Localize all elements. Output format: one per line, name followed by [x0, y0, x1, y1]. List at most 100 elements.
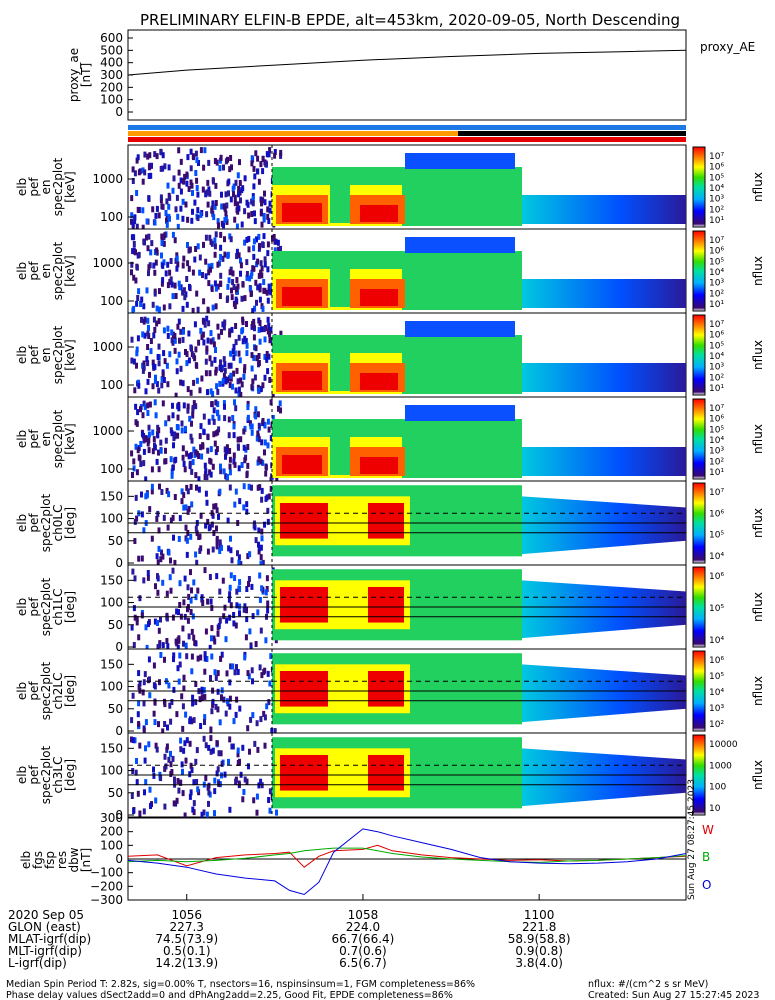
noise-pixel	[137, 683, 141, 690]
flux-peak	[282, 455, 322, 474]
noise-pixel	[156, 620, 159, 626]
footer-line1-right: nflux: #/(cm^2 s sr MeV)	[588, 979, 708, 990]
colorbar-tick-label: 10⁴	[709, 636, 724, 646]
noise-pixel	[181, 768, 184, 775]
noise-pixel	[188, 460, 192, 467]
noise-pixel	[250, 160, 254, 167]
noise-pixel	[194, 403, 198, 410]
spec-ylabel-line: en	[39, 348, 53, 363]
field-ylabel-line: fsp	[43, 851, 57, 869]
noise-pixel	[237, 334, 241, 341]
noise-pixel	[181, 262, 185, 269]
colorbar-tick-label: 10⁶	[709, 163, 724, 173]
noise-pixel	[188, 246, 192, 253]
noise-pixel	[157, 387, 161, 394]
noise-pixel	[238, 705, 242, 712]
noise-pixel	[264, 470, 268, 477]
flux-gap	[330, 264, 350, 307]
noise-pixel	[217, 333, 221, 340]
noise-pixel	[233, 399, 236, 406]
noise-pixel	[188, 283, 191, 290]
noise-pixel	[248, 628, 252, 635]
orbit-row-value: 0.7(0.6)	[339, 944, 387, 958]
noise-pixel	[237, 252, 241, 259]
noise-pixel	[211, 414, 215, 421]
noise-pixel	[256, 459, 260, 466]
noise-pixel	[157, 627, 161, 634]
noise-pixel	[190, 628, 194, 635]
noise-pixel	[212, 214, 216, 221]
noise-pixel	[238, 180, 242, 186]
noise-pixel	[182, 599, 186, 606]
noise-pixel	[245, 236, 249, 243]
noise-pixel	[266, 600, 270, 607]
spec-ytick-label: 50	[108, 702, 123, 716]
noise-pixel	[199, 327, 203, 334]
noise-pixel	[213, 669, 217, 676]
colorbar-tick-label: 10¹	[709, 300, 724, 310]
noise-pixel	[236, 760, 240, 766]
noise-pixel	[195, 779, 199, 785]
noise-pixel	[150, 483, 154, 490]
noise-pixel	[173, 347, 177, 354]
noise-pixel	[225, 617, 229, 624]
noise-pixel	[237, 391, 241, 398]
noise-pixel	[169, 761, 173, 768]
noise-pixel	[228, 614, 232, 621]
noise-pixel	[143, 151, 147, 158]
noise-pixel	[259, 210, 263, 217]
noise-pixel	[186, 488, 190, 495]
noise-pixel	[183, 575, 187, 582]
noise-pixel	[199, 211, 203, 218]
noise-pixel	[229, 196, 233, 203]
noise-pixel	[278, 400, 282, 407]
noise-pixel	[169, 750, 172, 757]
noise-pixel	[259, 385, 263, 392]
noise-pixel	[241, 338, 245, 345]
noise-pixel	[135, 157, 139, 164]
noise-pixel	[218, 364, 222, 371]
noise-pixel	[190, 653, 194, 660]
noise-pixel	[184, 642, 188, 649]
noise-pixel	[214, 449, 218, 456]
noise-pixel	[239, 257, 242, 264]
noise-pixel	[202, 735, 206, 742]
noise-pixel	[232, 718, 236, 725]
noise-pixel	[224, 636, 228, 643]
noise-pixel	[155, 746, 159, 753]
colorbar-tick-label: 10	[709, 804, 721, 814]
noise-pixel	[269, 435, 273, 442]
noise-pixel	[191, 405, 195, 411]
noise-pixel	[213, 158, 217, 164]
noise-pixel	[228, 382, 232, 389]
noise-pixel	[216, 688, 220, 695]
noise-pixel	[141, 207, 145, 214]
noise-pixel	[241, 744, 245, 751]
noise-pixel	[223, 367, 227, 374]
noise-pixel	[245, 607, 248, 614]
noise-pixel	[153, 219, 157, 226]
noise-pixel	[231, 383, 234, 390]
noise-pixel	[185, 301, 189, 308]
field-ylabel-line: res	[55, 851, 69, 869]
noise-pixel	[150, 162, 153, 169]
noise-pixel	[179, 328, 183, 335]
field-series-B	[127, 847, 687, 863]
noise-pixel	[204, 258, 208, 265]
noise-pixel	[220, 694, 223, 701]
noise-pixel	[174, 293, 178, 299]
noise-pixel	[247, 763, 250, 770]
noise-pixel	[153, 151, 157, 158]
noise-pixel	[233, 501, 237, 508]
noise-pixel	[162, 514, 166, 521]
noise-pixel	[204, 234, 208, 241]
noise-pixel	[245, 778, 249, 785]
noise-pixel	[209, 471, 213, 478]
noise-pixel	[213, 237, 217, 244]
noise-pixel	[186, 216, 190, 223]
noise-pixel	[218, 781, 222, 788]
noise-pixel	[215, 535, 219, 542]
noise-pixel	[243, 457, 247, 464]
noise-pixel	[169, 718, 173, 725]
noise-pixel	[265, 703, 269, 710]
